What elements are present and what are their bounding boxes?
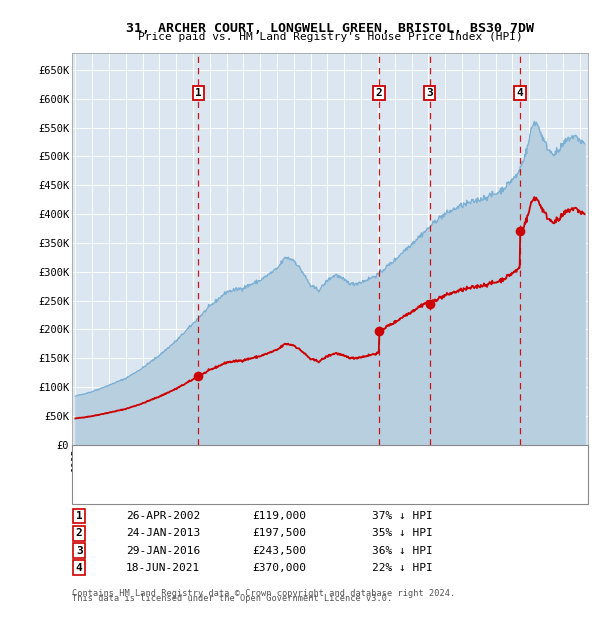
Text: 2: 2 <box>376 88 382 98</box>
Text: 3: 3 <box>426 88 433 98</box>
Text: 18-JUN-2021: 18-JUN-2021 <box>126 563 200 573</box>
Text: 1: 1 <box>76 511 83 521</box>
Text: 36% ↓ HPI: 36% ↓ HPI <box>372 546 433 556</box>
Text: Price paid vs. HM Land Registry's House Price Index (HPI): Price paid vs. HM Land Registry's House … <box>137 32 523 42</box>
Text: 1: 1 <box>195 88 202 98</box>
Text: 31, ARCHER COURT, LONGWELL GREEN, BRISTOL, BS30 7DW (detached house): 31, ARCHER COURT, LONGWELL GREEN, BRISTO… <box>109 456 517 466</box>
Text: HPI: Average price, detached house, South Gloucestershire: HPI: Average price, detached house, Sout… <box>109 482 451 492</box>
Text: 37% ↓ HPI: 37% ↓ HPI <box>372 511 433 521</box>
Text: 24-JAN-2013: 24-JAN-2013 <box>126 528 200 538</box>
Text: 26-APR-2002: 26-APR-2002 <box>126 511 200 521</box>
Text: 31, ARCHER COURT, LONGWELL GREEN, BRISTOL, BS30 7DW: 31, ARCHER COURT, LONGWELL GREEN, BRISTO… <box>126 22 534 35</box>
Text: 4: 4 <box>517 88 523 98</box>
Text: 2: 2 <box>76 528 83 538</box>
Text: £243,500: £243,500 <box>252 546 306 556</box>
Text: £370,000: £370,000 <box>252 563 306 573</box>
Text: Contains HM Land Registry data © Crown copyright and database right 2024.: Contains HM Land Registry data © Crown c… <box>72 589 455 598</box>
Text: 22% ↓ HPI: 22% ↓ HPI <box>372 563 433 573</box>
Text: 3: 3 <box>76 546 83 556</box>
Text: 4: 4 <box>76 563 83 573</box>
Text: £119,000: £119,000 <box>252 511 306 521</box>
Text: 29-JAN-2016: 29-JAN-2016 <box>126 546 200 556</box>
Text: This data is licensed under the Open Government Licence v3.0.: This data is licensed under the Open Gov… <box>72 593 392 603</box>
Text: £197,500: £197,500 <box>252 528 306 538</box>
Text: 35% ↓ HPI: 35% ↓ HPI <box>372 528 433 538</box>
